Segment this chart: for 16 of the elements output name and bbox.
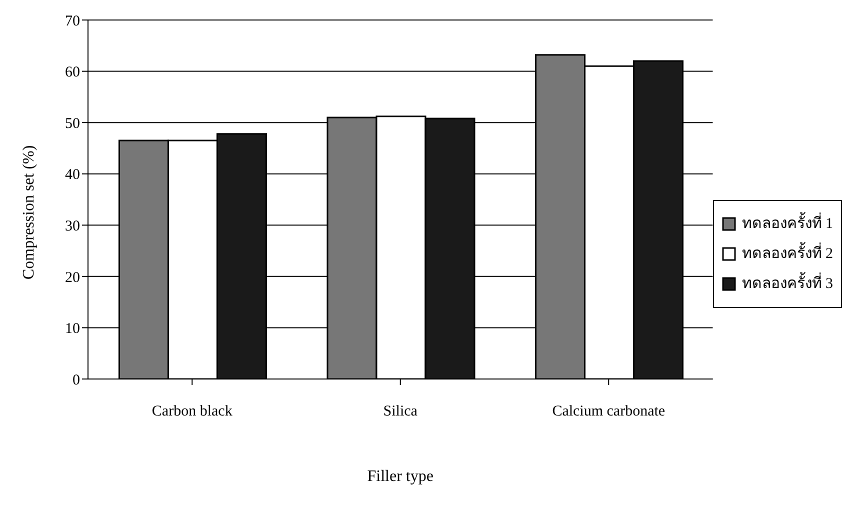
y-tick-label: 50 bbox=[65, 116, 80, 132]
y-tick-label: 10 bbox=[65, 321, 80, 338]
y-tick-label: 70 bbox=[65, 13, 80, 30]
x-tick-label: Calcium carbonate bbox=[552, 404, 666, 420]
y-tick-label: 0 bbox=[72, 372, 80, 388]
x-tick-label: Silica bbox=[383, 404, 418, 420]
y-axis-title: Compression set (%) bbox=[20, 145, 38, 280]
legend-label: ทดลองครั้งที่ 1 bbox=[742, 211, 833, 234]
x-tick-label: Carbon black bbox=[152, 404, 233, 420]
y-tick-label: 40 bbox=[65, 167, 80, 184]
y-tick-label: 20 bbox=[65, 270, 80, 286]
x-axis-title: Filler type bbox=[367, 468, 434, 485]
y-tick-label: 30 bbox=[65, 218, 80, 234]
legend-label: ทดลองครั้งที่ 3 bbox=[742, 271, 833, 294]
legend-label: ทดลองครั้งที่ 2 bbox=[742, 241, 833, 264]
y-tick-label: 60 bbox=[65, 64, 80, 81]
